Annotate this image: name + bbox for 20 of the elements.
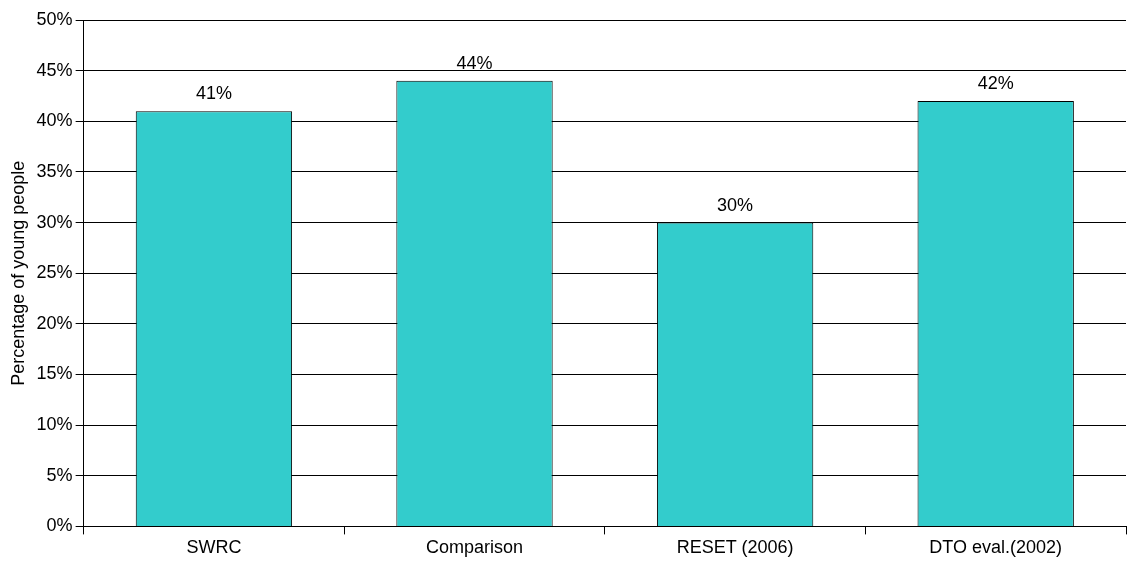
y-tick-label: 15%	[36, 363, 73, 384]
x-tick-label: SWRC	[186, 537, 242, 558]
x-tick-label: Comparison	[425, 537, 524, 558]
y-tick-label: 30%	[36, 211, 73, 232]
data-label: 30%	[717, 194, 754, 215]
y-tick-label: 25%	[36, 262, 73, 283]
y-tick-label: 45%	[36, 59, 73, 80]
y-tick-label: 5%	[46, 464, 73, 485]
y-tick-label: 0%	[46, 515, 73, 536]
data-label: 41%	[195, 83, 232, 104]
y-tick-label: 20%	[36, 312, 73, 333]
x-tick-label: RESET (2006)	[676, 537, 794, 558]
y-tick-label: 40%	[36, 110, 73, 131]
data-label: 42%	[977, 72, 1014, 93]
y-axis-title: Percentage of young people	[7, 160, 28, 386]
y-tick-label: 50%	[36, 8, 73, 29]
y-tick-label: 35%	[36, 160, 73, 181]
x-tick-label: DTO eval.(2002)	[929, 537, 1063, 558]
y-tick-label: 10%	[36, 414, 73, 435]
data-label: 44%	[456, 52, 493, 73]
